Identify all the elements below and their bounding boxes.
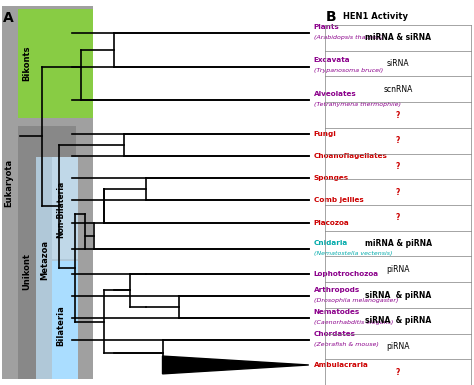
- Text: Arthropods: Arthropods: [314, 287, 360, 293]
- FancyBboxPatch shape: [36, 157, 78, 380]
- FancyBboxPatch shape: [1, 5, 92, 380]
- Text: Lophotrochozoa: Lophotrochozoa: [314, 271, 379, 277]
- Text: HEN1 Activity: HEN1 Activity: [343, 12, 408, 21]
- Text: Comb jellies: Comb jellies: [314, 197, 364, 203]
- Text: miRNA & siRNA: miRNA & siRNA: [365, 33, 431, 42]
- Text: siRNA  & piRNA: siRNA & piRNA: [365, 316, 431, 325]
- Text: Fungi: Fungi: [314, 131, 337, 137]
- Text: scnRNA: scnRNA: [383, 85, 413, 94]
- Text: ?: ?: [396, 368, 401, 377]
- Text: (Drosophila melanogaster): (Drosophila melanogaster): [314, 298, 398, 303]
- Text: piRNA: piRNA: [386, 265, 410, 274]
- Text: ?: ?: [396, 136, 401, 145]
- Text: Bilateria: Bilateria: [56, 306, 65, 346]
- Text: Metazoa: Metazoa: [40, 240, 49, 280]
- Text: Unikont: Unikont: [22, 253, 31, 290]
- Text: Plants: Plants: [314, 24, 339, 30]
- Text: ?: ?: [396, 187, 401, 197]
- Text: (Tetrahymena thermophile): (Tetrahymena thermophile): [314, 102, 401, 107]
- Text: Nematodes: Nematodes: [314, 309, 360, 315]
- Text: Non-Bilateria: Non-Bilateria: [56, 181, 65, 238]
- Text: Alveolates: Alveolates: [314, 91, 356, 97]
- FancyBboxPatch shape: [52, 157, 78, 259]
- Text: (Zebrafish & mouse): (Zebrafish & mouse): [314, 342, 379, 347]
- Polygon shape: [163, 356, 309, 374]
- Text: Chordates: Chordates: [314, 331, 356, 337]
- Text: (Trypanosoma brucei): (Trypanosoma brucei): [314, 69, 383, 74]
- Text: Bikonts: Bikonts: [22, 46, 31, 81]
- FancyBboxPatch shape: [52, 261, 78, 380]
- FancyBboxPatch shape: [18, 126, 76, 380]
- Text: ?: ?: [396, 110, 401, 119]
- Text: Excavata: Excavata: [314, 57, 350, 64]
- FancyBboxPatch shape: [18, 9, 92, 118]
- Text: B: B: [325, 10, 336, 23]
- Text: piRNA: piRNA: [386, 342, 410, 351]
- Text: A: A: [3, 11, 14, 25]
- Text: Ambulacraria: Ambulacraria: [314, 362, 368, 368]
- Text: Cnidaria: Cnidaria: [314, 240, 348, 246]
- Text: Eukaryota: Eukaryota: [5, 158, 14, 206]
- Text: (Nematostella vectensis): (Nematostella vectensis): [314, 251, 392, 256]
- Text: Placozoa: Placozoa: [314, 219, 349, 226]
- Text: siRNA  & piRNA: siRNA & piRNA: [365, 291, 431, 300]
- Text: (Arabidopsis thaliana): (Arabidopsis thaliana): [314, 35, 383, 40]
- Text: siRNA: siRNA: [387, 59, 410, 68]
- Text: Choanoflagellates: Choanoflagellates: [314, 153, 388, 159]
- Text: ?: ?: [396, 213, 401, 223]
- Text: ?: ?: [396, 162, 401, 171]
- Text: (Caenorhabditis elegans): (Caenorhabditis elegans): [314, 320, 393, 325]
- Text: miRNA & piRNA: miRNA & piRNA: [365, 239, 432, 248]
- Text: Sponges: Sponges: [314, 175, 349, 181]
